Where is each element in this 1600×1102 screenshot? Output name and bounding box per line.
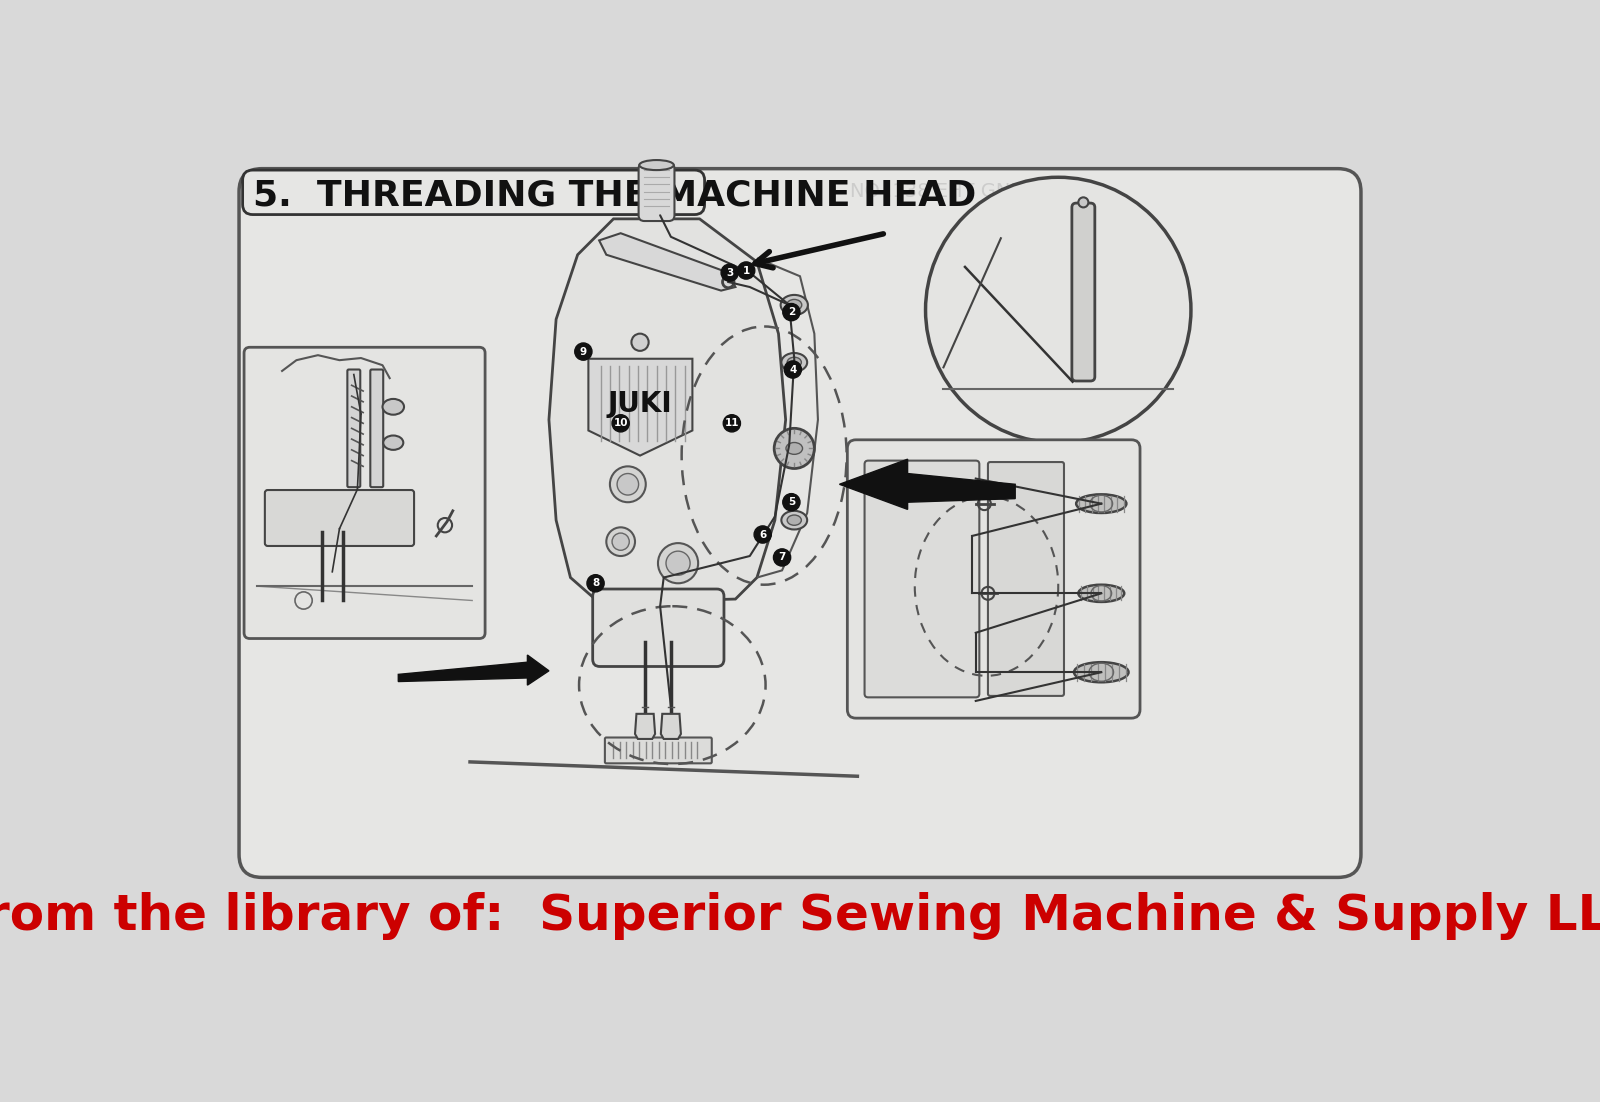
Text: 2: 2 [787,307,795,317]
Circle shape [738,262,755,279]
FancyBboxPatch shape [638,163,675,222]
Text: JUKI: JUKI [608,390,672,418]
Polygon shape [589,359,693,455]
Circle shape [618,474,638,495]
Text: 5: 5 [787,497,795,507]
Circle shape [613,533,629,550]
FancyBboxPatch shape [1072,203,1094,381]
Circle shape [610,466,646,503]
Ellipse shape [1078,585,1125,602]
FancyBboxPatch shape [266,490,414,545]
Circle shape [632,334,648,350]
Ellipse shape [640,160,674,170]
Text: 9: 9 [579,346,587,357]
FancyBboxPatch shape [370,369,384,487]
Ellipse shape [1077,495,1126,512]
FancyBboxPatch shape [605,737,712,764]
Text: From the library of:  Superior Sewing Machine & Supply LLC: From the library of: Superior Sewing Mac… [0,893,1600,940]
Circle shape [774,429,814,468]
Polygon shape [840,460,1016,509]
Circle shape [574,343,592,360]
Text: 11: 11 [725,419,739,429]
Circle shape [613,414,629,432]
Ellipse shape [779,437,810,460]
Text: NO .138 EHT GNIDAERHT: NO .138 EHT GNIDAERHT [850,182,1096,201]
Ellipse shape [781,511,806,529]
FancyBboxPatch shape [347,369,360,487]
FancyBboxPatch shape [848,440,1141,719]
Text: 8: 8 [592,579,598,588]
FancyBboxPatch shape [243,170,704,215]
Circle shape [754,526,771,543]
Polygon shape [635,714,654,739]
Ellipse shape [1074,662,1128,682]
FancyBboxPatch shape [238,169,1362,877]
Circle shape [925,177,1190,443]
Circle shape [784,360,802,378]
Ellipse shape [787,357,802,367]
Ellipse shape [787,300,802,311]
Text: 1: 1 [742,266,750,276]
Text: 10: 10 [613,419,627,429]
Ellipse shape [786,443,803,454]
Circle shape [782,494,800,511]
FancyBboxPatch shape [864,461,979,698]
Ellipse shape [781,353,806,371]
Ellipse shape [384,435,403,450]
Circle shape [722,264,738,281]
Text: 7: 7 [778,552,786,562]
Text: 4: 4 [789,365,797,375]
Polygon shape [598,234,736,291]
Circle shape [666,551,690,575]
Polygon shape [398,655,549,685]
Circle shape [1078,197,1088,207]
Polygon shape [661,714,682,739]
Circle shape [606,528,635,557]
Text: 6: 6 [758,529,766,540]
Circle shape [723,414,741,432]
Circle shape [773,549,790,566]
Ellipse shape [382,399,405,414]
Circle shape [658,543,698,583]
Ellipse shape [787,515,802,526]
FancyBboxPatch shape [987,462,1064,695]
FancyBboxPatch shape [245,347,485,638]
Text: 5.  THREADING THE MACHINE HEAD: 5. THREADING THE MACHINE HEAD [253,179,976,213]
Text: 3: 3 [726,268,733,278]
Circle shape [782,303,800,321]
Ellipse shape [781,295,808,315]
Circle shape [587,574,605,592]
FancyBboxPatch shape [592,590,723,667]
Polygon shape [549,219,786,603]
